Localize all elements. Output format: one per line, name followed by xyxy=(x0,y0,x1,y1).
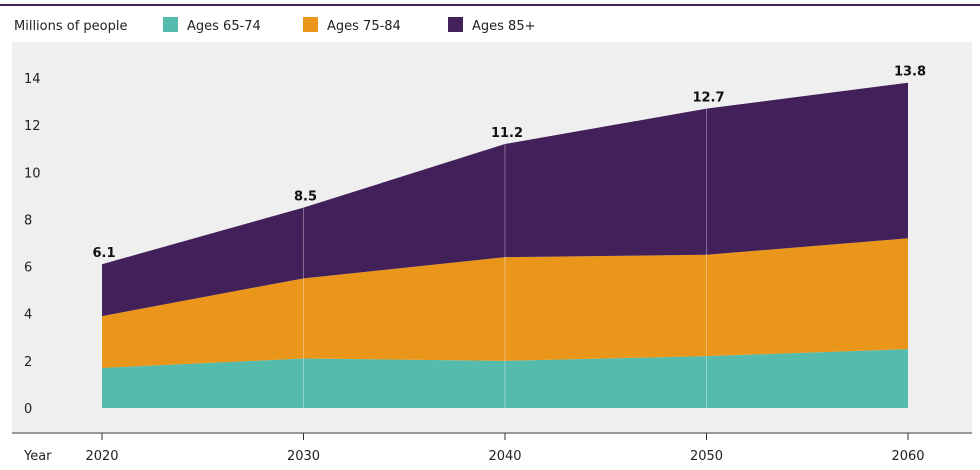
legend-label-ages-75-84: Ages 75-84 xyxy=(327,19,401,34)
legend-label-ages-65-74: Ages 65-74 xyxy=(187,19,261,34)
y-axis-ticks: 0 2 4 6 8 10 12 14 xyxy=(24,72,41,417)
total-value-labels: 6.1 8.5 11.2 12.7 13.8 xyxy=(92,65,926,262)
y-tick-label: 14 xyxy=(24,72,41,87)
y-tick-label: 12 xyxy=(24,119,41,134)
x-tick-label: 2020 xyxy=(85,449,118,464)
legend-swatch-ages-85-plus xyxy=(448,17,463,32)
legend: Millions of people Ages 65-74 Ages 75-84… xyxy=(14,17,535,34)
y-tick-label: 4 xyxy=(24,308,32,323)
x-tick-label: 2060 xyxy=(891,449,924,464)
legend-label-ages-85-plus: Ages 85+ xyxy=(472,19,535,34)
y-tick-label: 0 xyxy=(24,402,32,417)
total-label: 6.1 xyxy=(92,246,115,261)
x-axis: Year xyxy=(12,432,972,464)
total-label: 12.7 xyxy=(692,91,724,106)
y-tick-label: 6 xyxy=(24,261,32,276)
x-axis-ticks: 2020 2030 2040 2050 2060 xyxy=(85,433,925,464)
total-label: 8.5 xyxy=(294,190,317,205)
total-label: 11.2 xyxy=(491,126,523,141)
area-ages-75-84 xyxy=(102,238,908,368)
y-tick-label: 8 xyxy=(24,213,32,228)
legend-swatch-ages-65-74 xyxy=(163,17,178,32)
y-tick-label: 2 xyxy=(24,355,32,370)
unit-label: Millions of people xyxy=(14,19,128,34)
y-tick-label: 10 xyxy=(24,166,41,181)
area-ages-85-plus xyxy=(102,82,908,317)
x-tick-label: 2040 xyxy=(488,449,521,464)
area-ages-65-74 xyxy=(102,349,908,408)
x-tick-label: 2050 xyxy=(690,449,723,464)
legend-swatch-ages-75-84 xyxy=(303,17,318,32)
x-axis-title: Year xyxy=(23,449,52,464)
vertical-gridlines xyxy=(303,108,707,408)
x-tick-label: 2030 xyxy=(287,449,320,464)
area-layers xyxy=(102,82,908,408)
total-label: 13.8 xyxy=(894,65,926,80)
